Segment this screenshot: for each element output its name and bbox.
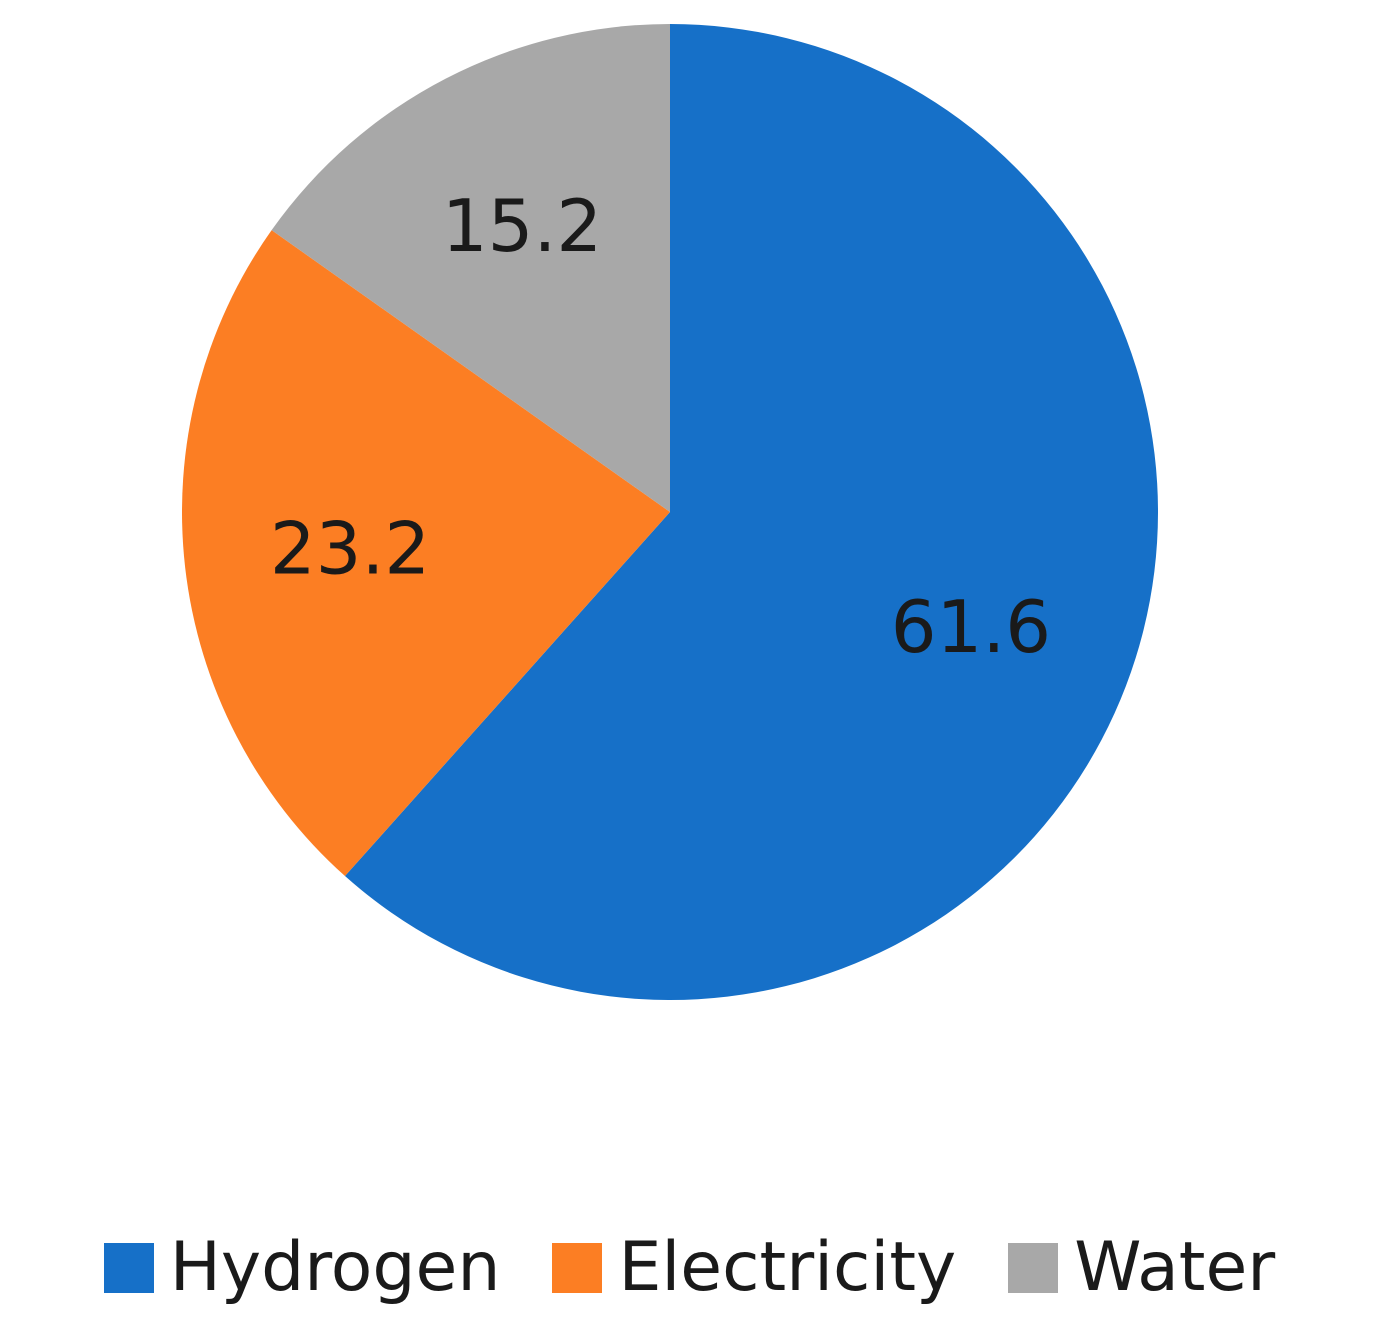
pie-data-labels: 61.6 23.2 15.2 xyxy=(270,184,1051,669)
legend-item-water: Water xyxy=(1008,1228,1275,1308)
data-label-hydrogen: 61.6 xyxy=(891,585,1051,669)
pie-slice-hydrogen xyxy=(344,24,1159,1000)
pie-slice-water xyxy=(271,24,670,512)
legend-item-hydrogen: Hydrogen xyxy=(103,1228,501,1308)
legend-swatch-water xyxy=(1008,1243,1059,1293)
legend-item-electricity: Electricity xyxy=(552,1228,956,1308)
legend-swatch-electricity xyxy=(552,1243,603,1293)
pie-slice-electricity xyxy=(182,230,670,877)
legend-swatch-hydrogen xyxy=(103,1243,154,1293)
legend-label-electricity: Electricity xyxy=(618,1228,957,1307)
legend-label-hydrogen: Hydrogen xyxy=(169,1228,501,1307)
pie-slices xyxy=(182,24,1159,1000)
legend: Hydrogen Electricity Water xyxy=(0,1228,1379,1308)
data-label-water: 15.2 xyxy=(442,184,602,268)
legend-label-water: Water xyxy=(1074,1228,1276,1307)
data-label-electricity: 23.2 xyxy=(270,506,430,590)
